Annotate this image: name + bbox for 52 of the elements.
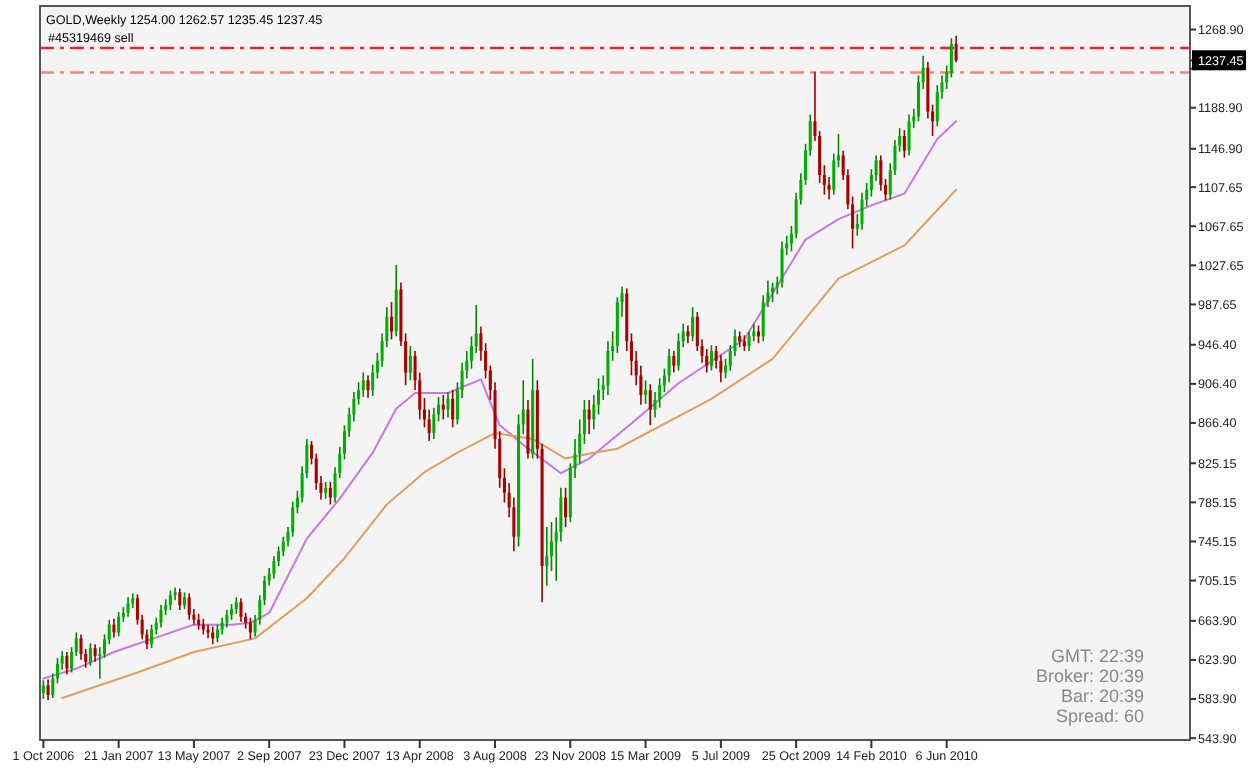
candlestick [526, 399, 530, 460]
candlestick [780, 240, 784, 289]
candlestick [691, 306, 695, 343]
candlestick [719, 354, 723, 384]
annotation: Bar: 20:39 [1060, 686, 1144, 706]
candlestick [658, 377, 662, 409]
candlestick [178, 587, 182, 611]
candlestick [408, 345, 412, 382]
candlestick [902, 129, 906, 159]
candlestick [159, 604, 163, 629]
candlestick [239, 597, 243, 623]
candlestick [328, 481, 332, 506]
candlestick [394, 264, 398, 338]
candlestick [545, 526, 549, 587]
candlestick [667, 348, 671, 384]
candlestick [648, 383, 652, 427]
candlestick [587, 399, 591, 435]
candlestick [281, 535, 285, 558]
annotation: Spread: 60 [1055, 706, 1144, 726]
candlestick [446, 391, 450, 419]
candlestick [709, 344, 713, 372]
candlestick [168, 589, 172, 611]
candlestick [954, 34, 958, 64]
candlestick [644, 379, 648, 405]
candlestick [65, 651, 69, 676]
candlestick [88, 642, 92, 667]
candlestick [389, 301, 394, 341]
candlestick [907, 113, 911, 157]
candlestick [672, 350, 676, 374]
candlestick [187, 592, 191, 621]
candlestick [150, 623, 154, 649]
candlestick [117, 611, 121, 638]
candlestick [441, 394, 445, 421]
candlestick [126, 596, 130, 618]
candlestick [46, 678, 50, 701]
candlestick [451, 389, 455, 429]
candlestick [771, 281, 775, 303]
candlestick [879, 154, 883, 192]
candlestick [79, 633, 83, 661]
annotation: GMT: 22:39 [1050, 646, 1144, 666]
candlestick [860, 191, 864, 231]
candlestick [173, 586, 177, 602]
candlestick [248, 617, 252, 641]
line-series [42, 120, 958, 680]
candlestick [361, 371, 365, 398]
candlestick [366, 374, 370, 399]
line-series [61, 188, 958, 699]
annotation: Broker: 20:39 [1035, 666, 1144, 686]
candlestick [41, 679, 45, 700]
candlestick [564, 487, 568, 528]
candlestick [676, 332, 681, 372]
candlestick [747, 330, 751, 352]
